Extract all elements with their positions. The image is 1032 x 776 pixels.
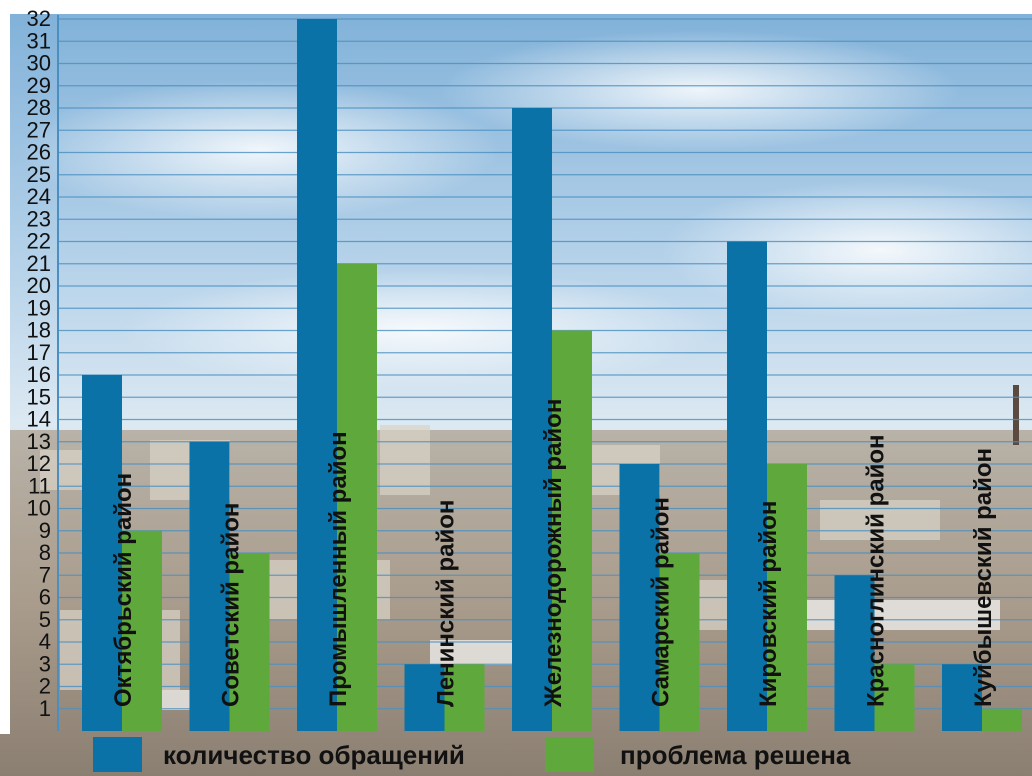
- y-tick-label: 14: [27, 407, 51, 432]
- y-tick-label: 24: [27, 184, 51, 209]
- bars: [82, 19, 1022, 731]
- y-tick-label: 11: [28, 473, 51, 498]
- y-tick-label: 29: [27, 73, 51, 98]
- legend: количество обращений проблема решена: [93, 737, 851, 772]
- y-tick-label: 26: [27, 140, 51, 165]
- y-axis: 1234567891011121314151617181920212223242…: [27, 6, 59, 731]
- bar-requests-6: [619, 464, 660, 731]
- y-tick-label: 18: [27, 318, 51, 343]
- bar-requests-7: [727, 241, 767, 731]
- legend-swatch-solved: [545, 737, 594, 772]
- category-label: Куйбышевский район: [970, 448, 997, 707]
- left-strip: [0, 14, 10, 734]
- y-tick-label: 22: [27, 229, 51, 254]
- category-labels: Октябрьский район Советский район Промышле…: [110, 399, 997, 708]
- y-tick-label: 8: [39, 540, 51, 565]
- y-tick-label: 2: [39, 674, 51, 699]
- bar-requests-8: [834, 575, 875, 731]
- y-tick-label: 4: [39, 629, 51, 654]
- category-label: Красноглинский район: [863, 434, 890, 707]
- bar-solved-4: [444, 664, 485, 731]
- bar-requests-5: [512, 108, 552, 731]
- bar-requests-4: [404, 664, 445, 731]
- bar-solved-8: [874, 664, 915, 731]
- bar-requests-1: [82, 375, 122, 731]
- y-tick-label: 21: [27, 251, 51, 276]
- y-tick-label: 13: [27, 429, 51, 454]
- legend-label-requests: количество обращений: [163, 740, 465, 770]
- category-label: Советский район: [218, 503, 245, 707]
- y-tick-label: 10: [27, 496, 51, 521]
- y-tick-label: 28: [27, 95, 51, 120]
- y-tick-label: 20: [27, 273, 51, 298]
- category-label: Самарский район: [648, 497, 675, 707]
- y-tick-label: 30: [27, 51, 51, 76]
- y-tick-label: 17: [27, 340, 51, 365]
- category-label: Железнодорожный район: [540, 399, 567, 708]
- y-tick-label: 31: [27, 28, 51, 53]
- bar-solved-2: [229, 553, 270, 731]
- category-label: Промышленный район: [325, 431, 352, 707]
- legend-swatch-requests: [93, 737, 142, 772]
- bar-solved-1: [122, 530, 162, 731]
- bar-solved-3: [337, 263, 377, 731]
- y-tick-label: 3: [39, 651, 51, 676]
- y-tick-label: 1: [39, 696, 51, 721]
- y-tick-label: 19: [27, 295, 51, 320]
- y-tick-label: 23: [27, 206, 51, 231]
- y-tick-label: 5: [39, 607, 51, 632]
- bar-solved-7: [767, 464, 807, 731]
- y-tick-label: 9: [39, 518, 51, 543]
- category-label: Кировский район: [755, 501, 782, 707]
- y-tick-label: 12: [27, 451, 51, 476]
- y-tick-label: 25: [27, 162, 51, 187]
- y-tick-label: 16: [27, 362, 51, 387]
- bar-requests-2: [189, 441, 230, 731]
- bar-solved-5: [552, 330, 592, 731]
- category-label: Ленинский район: [433, 500, 460, 707]
- bar-requests-3: [297, 19, 337, 731]
- top-strip: [0, 0, 1032, 14]
- y-tick-label: 7: [39, 562, 51, 587]
- y-tick-label: 6: [39, 585, 51, 610]
- legend-label-solved: проблема решена: [620, 740, 851, 770]
- bar-requests-9: [942, 664, 982, 731]
- y-tick-label: 15: [27, 384, 51, 409]
- y-tick-label: 32: [27, 6, 51, 31]
- bar-solved-6: [659, 553, 700, 731]
- category-label: Октябрьский район: [110, 473, 137, 707]
- bar-solved-9: [982, 708, 1022, 731]
- y-tick-label: 27: [27, 117, 51, 142]
